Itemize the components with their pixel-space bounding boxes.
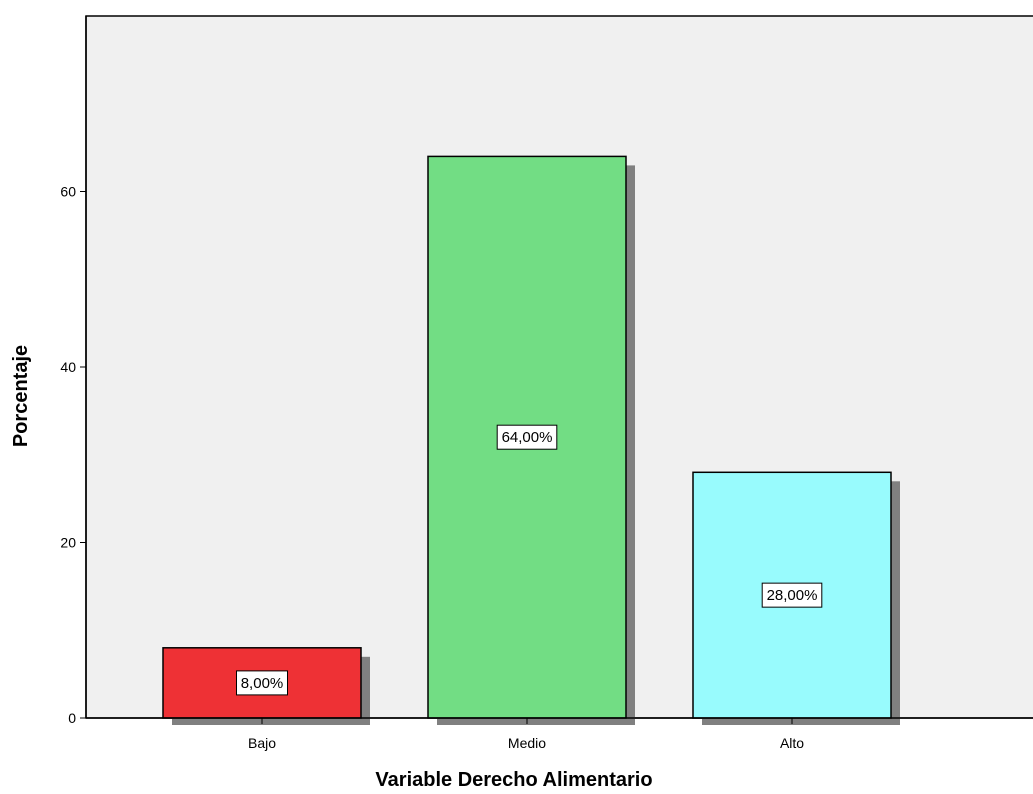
y-axis-title: Porcentaje bbox=[10, 345, 32, 447]
data-label: 64,00% bbox=[502, 429, 553, 446]
y-tick-label: 20 bbox=[60, 535, 76, 551]
y-tick-label: 0 bbox=[68, 710, 76, 726]
y-axis: 0 20 40 60 bbox=[60, 16, 87, 726]
x-axis: Bajo Medio Alto bbox=[86, 717, 1033, 751]
data-label-box bbox=[761, 582, 823, 608]
data-label-box bbox=[496, 424, 558, 450]
x-tick-label: Medio bbox=[508, 735, 546, 751]
data-label-box bbox=[236, 670, 288, 696]
y-tick-label: 60 bbox=[60, 184, 76, 200]
y-tick-label: 40 bbox=[60, 359, 76, 375]
x-tick-label: Alto bbox=[780, 735, 804, 751]
x-tick-label: Bajo bbox=[248, 735, 276, 751]
x-axis-title: Variable Derecho Alimentario bbox=[375, 769, 652, 791]
data-label: 8,00% bbox=[241, 675, 284, 692]
data-labels: 8,00% 64,00% 28,00% bbox=[236, 424, 823, 696]
data-label: 28,00% bbox=[767, 587, 818, 604]
